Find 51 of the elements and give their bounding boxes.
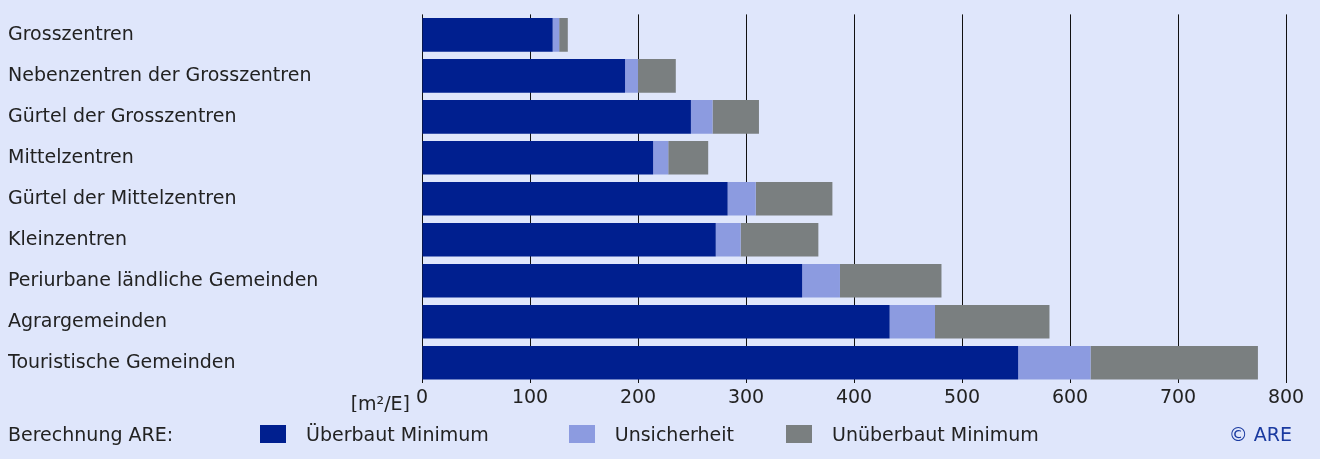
x-tick-label: 400 [835,384,873,407]
bar [935,304,1050,339]
bar [422,59,626,93]
bar [422,100,691,134]
y-tick-label: Gürtel der Grosszentren [8,103,237,126]
x-tick-label: 200 [619,384,657,407]
bar [422,141,654,175]
x-tick-label: 700 [1159,384,1197,407]
bar [422,182,728,216]
y-tick-label: Periurbane ländliche Gemeinden [8,267,319,290]
x-tick-label: 100 [511,384,549,407]
bar [889,304,935,339]
bar [1090,345,1258,380]
x-tick-label: 300 [727,384,765,407]
bar [839,263,942,298]
legend-label: Unüberbaut Minimum [832,423,1039,445]
bar [755,182,833,216]
bar [422,345,1019,380]
x-tick-label: 800 [1267,384,1305,407]
legend-label: Unsicherheit [614,423,735,445]
bar [1018,345,1091,380]
bar [715,222,741,257]
bar [422,304,890,339]
x-tick-label: 600 [1051,384,1089,407]
y-tick-label: Agrargemeinden [8,308,168,331]
y-tick-label: Grosszentren [8,21,134,44]
bar [422,263,803,298]
x-tick-label: 500 [943,384,981,407]
bar [422,18,553,52]
bar [668,141,709,175]
bar [802,263,840,298]
bar [653,141,669,175]
x-axis-title: [m²/E] [350,392,410,415]
text: © ARE [1228,423,1293,445]
bar [552,18,560,52]
x-tick-label: 0 [415,384,429,407]
bar [690,100,713,134]
bar [422,222,716,257]
y-tick-label: Kleinzentren [8,226,128,249]
bar [740,222,819,257]
bar [727,182,756,216]
bar [559,18,568,52]
bar [712,100,759,134]
bar [625,59,638,93]
y-tick-label: Touristische Gemeinden [7,349,236,372]
legend-label: Überbaut Minimum [306,423,489,445]
legend-title: Berechnung ARE: [8,423,175,445]
y-tick-label: Nebenzentren der Grosszentren [8,62,312,85]
bar [638,59,676,93]
y-tick-label: Mittelzentren [8,144,134,167]
y-tick-label: Gürtel der Mittelzentren [8,185,237,208]
